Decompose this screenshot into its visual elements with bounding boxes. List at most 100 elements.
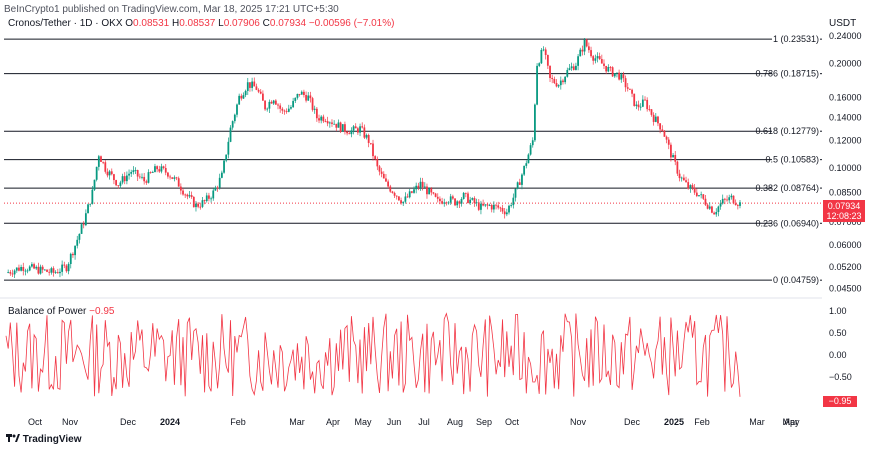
bop-name: Balance of Power	[8, 306, 87, 317]
candle-body	[445, 202, 448, 204]
candle-body	[188, 195, 191, 197]
candle-body	[61, 264, 64, 272]
candle-body	[426, 186, 428, 195]
candle-body	[393, 192, 396, 196]
candle-body	[512, 197, 515, 206]
candle-body	[736, 205, 739, 206]
candle-body	[134, 170, 137, 171]
candle-body	[110, 171, 113, 175]
candle-body	[262, 93, 264, 101]
candle-body	[644, 99, 646, 101]
candle-body	[715, 212, 718, 215]
candle-body	[18, 267, 20, 271]
candle-body	[115, 180, 117, 186]
candle-body	[236, 104, 238, 115]
candle-body	[490, 205, 493, 210]
candle-body	[413, 189, 415, 193]
candle-body	[467, 193, 469, 204]
candle-body	[43, 269, 46, 271]
candle-body	[641, 99, 644, 107]
bop-axis: 1.00 0.50 0.00 −0.50	[829, 306, 852, 382]
candle-body	[337, 122, 340, 128]
candle-body	[179, 186, 182, 191]
candle-body	[195, 203, 197, 208]
price-tick-label: 0.24000	[829, 31, 862, 41]
candle-body	[499, 207, 502, 209]
candle-body	[97, 156, 100, 167]
candle-body	[9, 272, 12, 274]
candle-body	[605, 65, 608, 72]
candle-body	[315, 108, 318, 119]
candle-body	[272, 100, 275, 104]
candle-body	[447, 202, 450, 204]
candle-body	[24, 270, 27, 272]
change-value: −0.00596 (−7.01%)	[308, 18, 395, 29]
candle-body	[35, 266, 38, 269]
candle-body	[322, 116, 325, 122]
candle-body	[313, 108, 316, 110]
candle-body	[374, 156, 377, 159]
publisher-line: BeInCrypto1 published on TradingView.com…	[4, 4, 339, 15]
candle-body	[216, 187, 219, 189]
candle-body	[361, 126, 364, 128]
time-tick-label: 2025	[664, 417, 684, 427]
candle-body	[208, 195, 210, 199]
bop-tick-label: 1.00	[829, 306, 847, 316]
candle-body	[521, 174, 523, 185]
candle-body	[151, 172, 154, 173]
candle-body	[227, 141, 230, 155]
time-axis: Oct Nov Dec 2024 Feb Mar Apr May Jun Jul Aug Sep Oct…	[28, 417, 800, 427]
candle-body	[154, 166, 156, 173]
candle-body	[439, 198, 441, 202]
candle-body	[238, 95, 241, 105]
candle-body	[462, 192, 465, 199]
candle-body	[456, 201, 459, 206]
candle-body	[672, 155, 674, 158]
candle-body	[596, 56, 599, 59]
candle-body	[676, 161, 679, 174]
candle-body	[173, 177, 176, 179]
candle-body	[292, 100, 295, 108]
candle-body	[663, 130, 666, 137]
candle-body	[89, 203, 92, 205]
price-badge: 0.07934 12:08:23	[823, 200, 865, 222]
candle-body	[458, 201, 461, 204]
candle-body	[380, 171, 383, 174]
tradingview-logo-icon	[6, 434, 20, 442]
candle-body	[551, 77, 554, 79]
candle-body	[257, 89, 260, 92]
bop-tick-label: −0.50	[829, 372, 852, 382]
tradingview-logo[interactable]: TradingView	[6, 434, 82, 445]
candle-body	[475, 202, 478, 204]
candle-body	[473, 198, 476, 204]
candle-body	[637, 104, 640, 108]
time-tick-label: May	[354, 417, 372, 427]
candle-body	[646, 99, 649, 110]
candle-body	[318, 118, 320, 121]
high-value: 0.08537	[179, 18, 216, 29]
candle-body	[629, 88, 631, 90]
candle-body	[402, 201, 405, 204]
candle-body	[557, 85, 560, 87]
candle-body	[87, 204, 89, 214]
candle-body	[657, 116, 659, 124]
candle-body	[33, 264, 35, 269]
candle-body	[123, 176, 126, 182]
candle-body	[352, 126, 355, 131]
candle-body	[372, 143, 374, 157]
candle-body	[354, 126, 357, 129]
candle-body	[307, 95, 310, 101]
price-tick-label: 0.16000	[829, 92, 862, 102]
candle-body	[128, 173, 130, 176]
low-label: L	[218, 18, 224, 29]
candle-body	[41, 266, 44, 270]
candle-body	[11, 273, 14, 275]
candle-body	[108, 171, 111, 176]
candle-body	[78, 233, 81, 240]
candle-body	[251, 81, 254, 88]
candle-body	[536, 65, 538, 105]
candle-body	[495, 204, 497, 206]
candle-body	[503, 211, 506, 215]
time-tick-label: Apr	[784, 417, 798, 427]
